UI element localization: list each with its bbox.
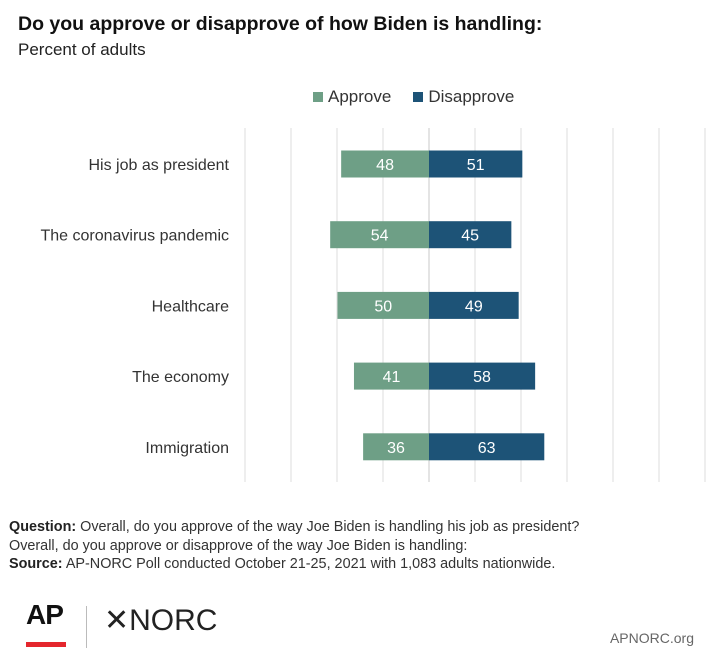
bar-disapprove-3 [429,362,536,390]
norc-logo: ✕NORC [104,604,217,638]
legend-label-approve: Approve [328,87,392,106]
legend-swatch-approve [313,92,323,102]
category-label-3: The economy [132,369,229,386]
category-label-0: His job as president [88,157,229,174]
chart-title: Do you approve or disapprove of how Bide… [18,13,543,35]
bar-approve-0 [341,150,429,178]
ap-logo-text: AP [26,599,64,630]
value-label-approve-2: 50 [374,298,392,315]
norc-logo-text: NORC [129,604,218,637]
bar-approve-2 [337,291,429,319]
category-label-4: Immigration [145,440,229,457]
value-label-approve-1: 54 [371,228,389,245]
value-label-disapprove-0: 51 [467,157,485,174]
chart-notes: Question: Overall, do you approve of the… [9,518,579,574]
question-label: Question: [9,519,77,535]
value-label-approve-3: 41 [383,369,401,386]
footer-url: APNORC.org [609,630,694,646]
bar-approve-1 [330,221,429,249]
value-label-disapprove-2: 49 [465,298,483,315]
ap-logo-underline [26,642,66,647]
legend-item-disapprove: Disapprove [413,87,514,107]
norc-glyph-icon: ✕ [104,604,130,637]
question-text-2: Overall, do you approve or disapprove of… [9,537,468,554]
value-label-disapprove-1: 45 [461,228,479,245]
legend-label-disapprove: Disapprove [428,87,515,106]
chart-subtitle: Percent of adults [18,40,146,59]
category-label-2: Healthcare [152,298,229,315]
logo-divider [86,606,87,648]
source-line: Source: AP-NORC Poll conducted October 2… [9,555,579,574]
legend-swatch-disapprove [413,92,424,102]
value-label-disapprove-4: 63 [478,440,496,457]
value-label-approve-4: 36 [387,440,405,457]
bar-disapprove-4 [429,433,545,461]
ap-logo: AP [26,600,66,648]
bar-disapprove-0 [429,150,523,178]
value-label-approve-0: 48 [376,157,394,174]
question-text-1: Overall, do you approve of the way Joe B… [80,519,580,535]
source-label: Source: [9,556,63,572]
source-text: AP-NORC Poll conducted October 21-25, 20… [65,556,556,572]
category-label-1: The coronavirus pandemic [40,228,229,245]
bar-approve-4 [363,433,429,461]
legend: Approve Disapprove [313,87,536,107]
bar-approve-3 [353,362,429,390]
chart-plot: His job as president 48 51 The coronavirus … [40,128,706,482]
value-label-disapprove-3: 58 [473,369,491,386]
legend-item-approve: Approve [313,87,391,107]
bar-disapprove-2 [429,291,519,319]
bar-disapprove-1 [429,221,512,249]
question-line-1: Question: Overall, do you approve of the… [9,518,579,537]
